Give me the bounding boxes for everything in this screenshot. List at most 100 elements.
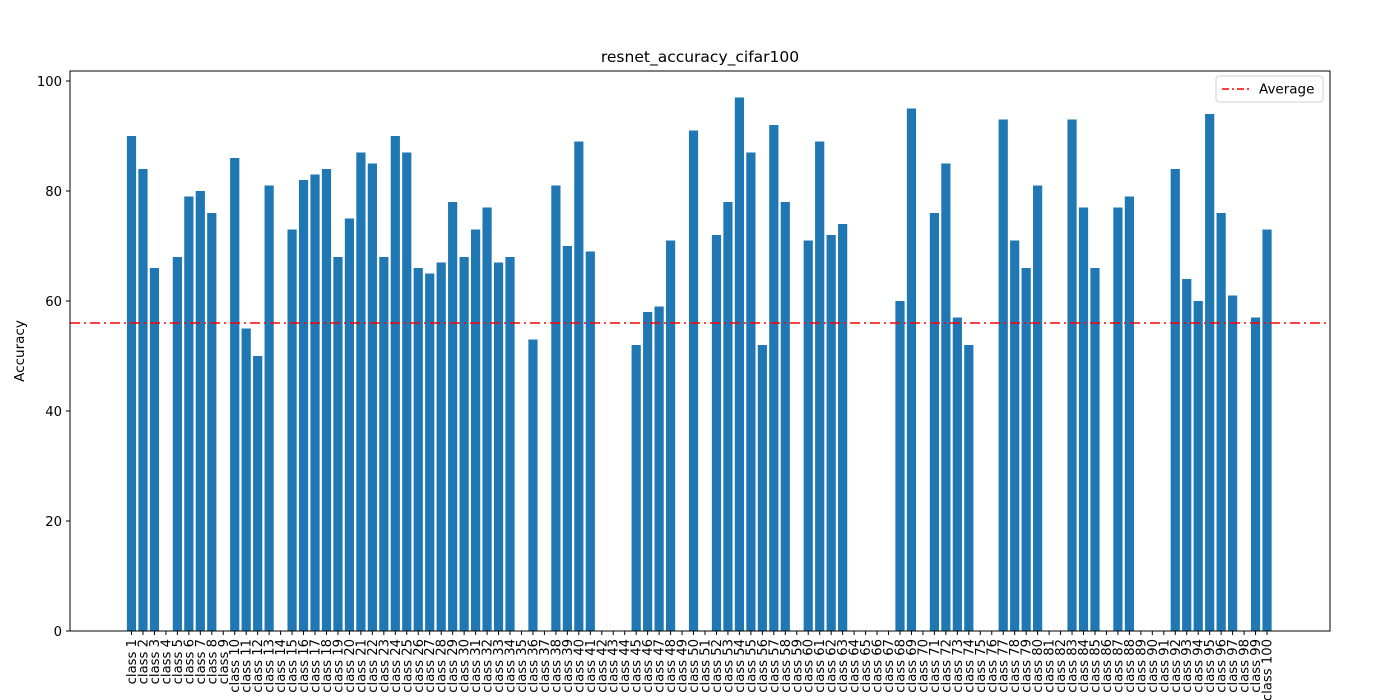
bar [551, 185, 561, 631]
bar [367, 163, 377, 631]
bar [195, 191, 205, 631]
y-tick-label: 60 [45, 295, 62, 310]
x-tick-label: class 20 [343, 639, 358, 693]
bar [344, 218, 355, 631]
x-tick-label: class 87 [1111, 639, 1126, 693]
bar [631, 345, 641, 631]
x-tick-label: class 93 [1180, 639, 1195, 693]
bar [1033, 185, 1043, 631]
x-tick-label: class 22 [366, 639, 381, 693]
bar [436, 262, 446, 631]
x-tick-label: class 36 [526, 639, 541, 693]
bar [643, 312, 653, 631]
bar [333, 257, 343, 631]
y-axis-label: Accuracy [12, 320, 28, 382]
bar [287, 229, 297, 631]
x-tick-label: class 15 [286, 639, 301, 693]
x-tick-label: class 8 [205, 639, 220, 684]
bar [998, 119, 1008, 631]
x-tick-label: class 43 [607, 639, 622, 693]
plot-frame [69, 70, 1331, 632]
x-tick-label: class 30 [458, 639, 473, 693]
x-tick-label: class 42 [595, 639, 610, 693]
x-tick-label: class 1 [125, 639, 140, 684]
x-tick-label: class 19 [331, 639, 346, 693]
bar [1090, 268, 1100, 631]
bar [654, 306, 664, 631]
bar [379, 257, 389, 631]
x-tick-label: class 46 [641, 639, 656, 693]
x-tick-label: class 64 [848, 639, 863, 693]
x-tick-label: class 71 [928, 639, 943, 693]
x-tick-label: class 11 [240, 639, 255, 693]
bar [425, 273, 435, 631]
x-tick-label: class 33 [492, 639, 507, 693]
x-tick-label: class 96 [1215, 639, 1230, 693]
bar [1262, 229, 1272, 631]
x-tick-label: class 28 [435, 639, 450, 693]
x-tick-label: class 41 [584, 639, 599, 693]
x-tick-label: class 79 [1020, 639, 1035, 693]
x-tick-label: class 50 [687, 639, 702, 693]
x-tick-label: class 80 [1031, 639, 1046, 693]
x-tick-label: class 26 [412, 639, 427, 693]
bar [1113, 207, 1123, 631]
x-tick-label: class 54 [733, 639, 748, 693]
bar [402, 152, 412, 631]
bar [574, 141, 584, 631]
x-tick-label: class 32 [481, 639, 496, 693]
x-tick-label: class 37 [538, 639, 553, 693]
x-tick-label: class 89 [1134, 639, 1149, 693]
x-tick-label: class 69 [905, 639, 920, 693]
x-tick-label: class 73 [951, 639, 966, 693]
x-tick-label: class 17 [309, 639, 324, 693]
legend-label-average: Average [1259, 82, 1314, 98]
bar [241, 328, 251, 631]
bar [1193, 301, 1203, 631]
bars-group [126, 97, 1272, 631]
x-tick-label: class 59 [790, 639, 805, 693]
x-tick-label: class 25 [400, 639, 415, 693]
x-tick-label: class 84 [1077, 639, 1092, 693]
legend-box [1215, 75, 1324, 103]
x-tick-label: class 4 [159, 639, 174, 684]
x-tick-label: class 52 [710, 639, 725, 693]
x-tick-label: class 7 [194, 639, 209, 684]
bar [482, 207, 492, 631]
bar [207, 213, 217, 631]
y-tick-label: 20 [45, 515, 62, 530]
x-tick-label: class 3 [148, 639, 163, 684]
x-tick-label: class 63 [836, 639, 851, 693]
x-tick-label: class 23 [377, 639, 392, 693]
x-tick-label: class 100 [1261, 639, 1276, 700]
x-tick-label: class 76 [985, 639, 1000, 693]
bar [562, 246, 572, 631]
bar [356, 152, 366, 631]
x-tick-label: class 82 [1054, 639, 1069, 693]
x-tick-label: class 75 [974, 639, 989, 693]
bar [952, 317, 962, 631]
bar [711, 235, 722, 631]
bar [665, 240, 676, 631]
bar [895, 301, 905, 631]
bar [1250, 317, 1261, 631]
bar [528, 339, 538, 631]
x-tick-label: class 47 [653, 639, 668, 693]
bar [448, 202, 458, 631]
x-tick-label: class 44 [618, 639, 633, 693]
bar [1010, 240, 1020, 631]
x-tick-label: class 65 [859, 639, 874, 693]
x-tick-label: class 10 [228, 639, 243, 693]
bar [757, 345, 767, 631]
bar [149, 268, 160, 631]
x-tick-label: class 58 [779, 639, 794, 693]
x-tick-label: class 56 [756, 639, 771, 693]
x-tick-label: class 29 [446, 639, 461, 693]
bar [1124, 196, 1134, 631]
x-tick-label: class 78 [1008, 639, 1023, 693]
bar [1182, 279, 1192, 631]
bar [964, 345, 974, 631]
bar [1067, 119, 1077, 631]
x-tick-label: class 12 [251, 639, 266, 693]
